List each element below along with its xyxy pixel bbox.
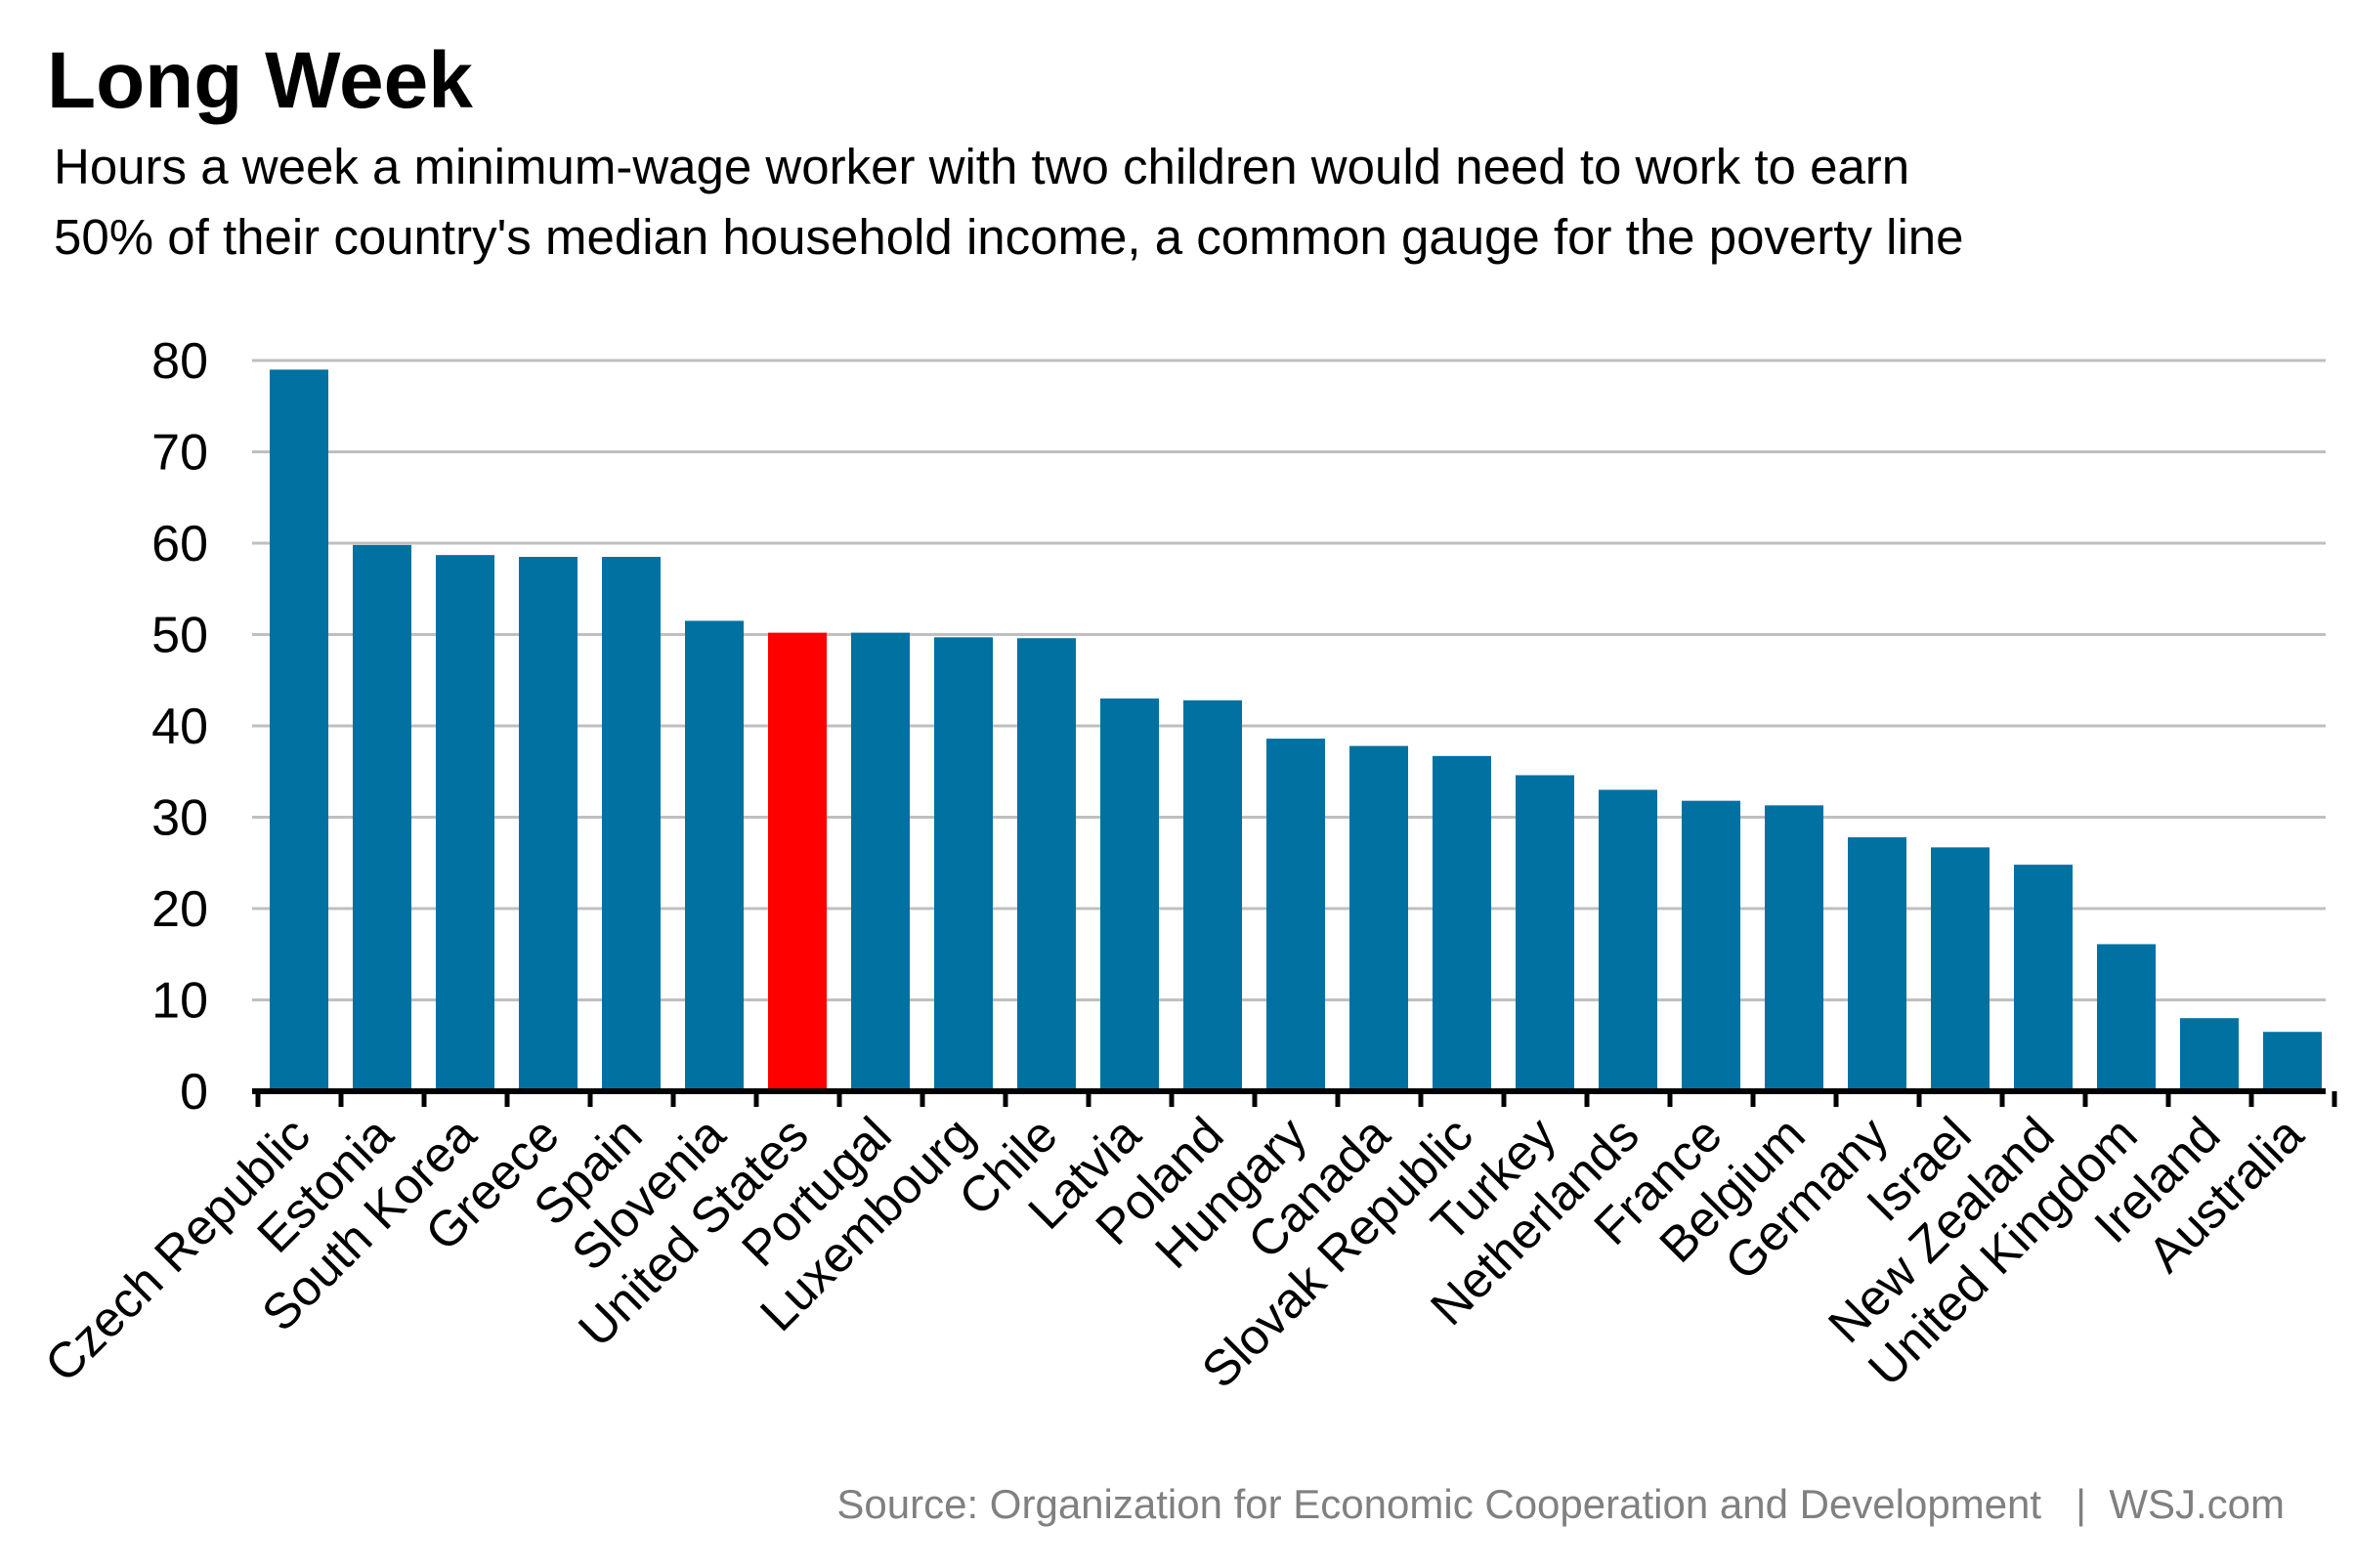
y-axis-tick-labels: 0 10 20 30 40 50 60 70 80 xyxy=(151,333,208,1121)
y-tick-label: 70 xyxy=(151,425,208,482)
y-tick-label: 0 xyxy=(180,1064,208,1121)
bar xyxy=(436,555,494,1091)
bars xyxy=(270,369,2322,1092)
source-note: Source: Organization for Economic Cooper… xyxy=(836,1481,2285,1527)
bar xyxy=(519,557,578,1091)
chart-subtitle-line-2: 50% of their country's median household … xyxy=(54,209,1964,265)
x-axis xyxy=(252,1088,2337,1107)
bar xyxy=(2180,1018,2239,1091)
y-tick-label: 80 xyxy=(151,333,208,390)
bar-highlight xyxy=(768,632,827,1091)
bar xyxy=(1349,745,1408,1091)
bar xyxy=(1266,739,1325,1091)
bar xyxy=(1765,805,1823,1091)
y-tick-label: 10 xyxy=(151,973,208,1030)
bar xyxy=(1433,755,1491,1091)
y-tick-label: 40 xyxy=(151,699,208,755)
bar xyxy=(1931,847,1990,1091)
bar xyxy=(685,620,744,1091)
bar xyxy=(851,632,910,1091)
bar xyxy=(1682,800,1740,1091)
y-tick-label: 60 xyxy=(151,516,208,572)
bar xyxy=(934,637,993,1091)
y-tick-label: 20 xyxy=(151,881,208,938)
bar xyxy=(1516,775,1574,1091)
y-tick-label: 30 xyxy=(151,790,208,847)
bar xyxy=(270,369,328,1092)
bar xyxy=(1599,789,1657,1091)
bar xyxy=(2097,944,2156,1091)
bar xyxy=(1183,699,1242,1091)
bar xyxy=(2014,865,2073,1091)
chart-subtitle-line-1: Hours a week a minimum-wage worker with … xyxy=(54,139,1909,194)
y-tick-label: 50 xyxy=(151,608,208,664)
bar xyxy=(1017,638,1076,1091)
bar xyxy=(353,544,411,1091)
chart-title: Long Week xyxy=(47,36,473,125)
bar xyxy=(2263,1032,2322,1091)
bar xyxy=(602,557,661,1091)
bar xyxy=(1100,698,1159,1091)
bar xyxy=(1848,837,1906,1091)
